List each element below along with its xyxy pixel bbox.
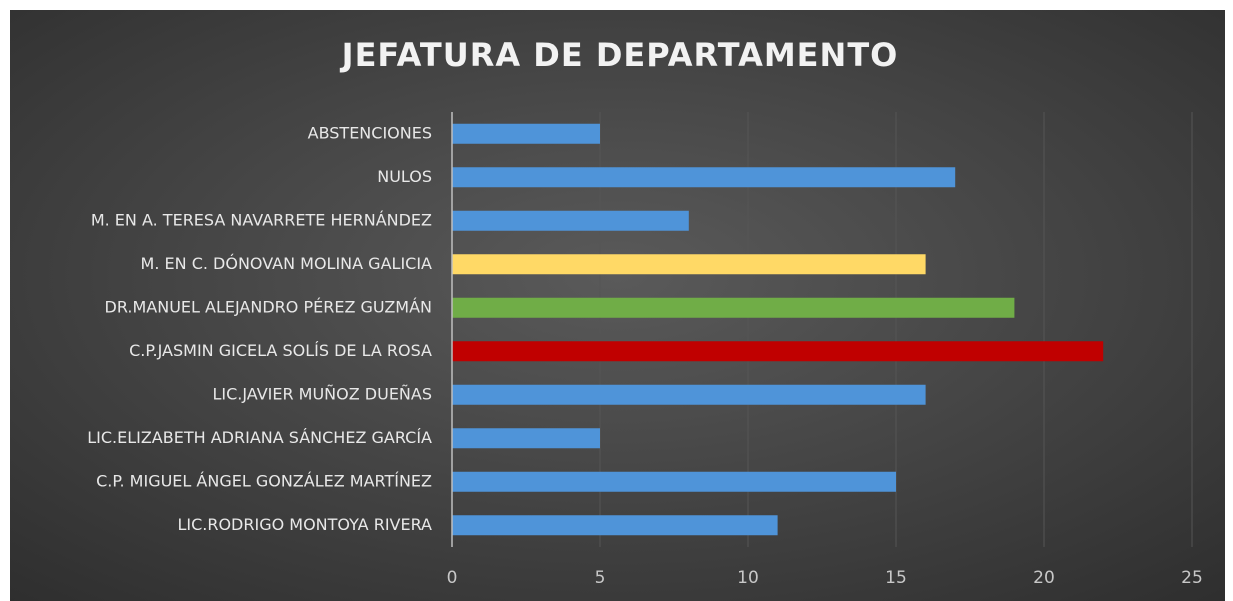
y-tick-label: C.P. MIGUEL ÁNGEL GONZÁLEZ MARTÍNEZ [96,471,432,490]
y-tick-label: LIC.ELIZABETH ADRIANA SÁNCHEZ GARCÍA [87,428,432,447]
bar [452,341,1104,362]
y-tick-label: M. EN A. TERESA NAVARRETE HERNÁNDEZ [91,210,432,229]
y-tick-label: M. EN C. DÓNOVAN MOLINA GALICIA [141,254,433,273]
bar [452,210,689,231]
bar [452,254,926,275]
bar [452,297,1015,318]
bar [452,515,778,536]
x-tick-label: 10 [737,568,759,588]
x-tick-label: 0 [447,568,458,588]
x-tick-label: 5 [595,568,606,588]
y-tick-label: NULOS [377,167,432,186]
x-tick-label: 15 [885,568,907,588]
y-tick-label: C.P.JASMIN GICELA SOLÍS DE LA ROSA [129,341,432,360]
bar [452,384,926,405]
y-tick-label: ABSTENCIONES [308,123,432,142]
bar [452,471,896,492]
y-tick-label: LIC.RODRIGO MONTOYA RIVERA [177,515,432,534]
bar [452,123,600,144]
y-tick-label: LIC.JAVIER MUÑOZ DUEÑAS [212,384,432,403]
y-tick-label: DR.MANUEL ALEJANDRO PÉREZ GUZMÁN [105,297,432,316]
x-tick-label: 25 [1181,568,1203,588]
chart-title: JEFATURA DE DEPARTAMENTO [340,36,899,74]
bar [452,428,600,449]
x-tick-label: 20 [1033,568,1055,588]
bar [452,167,956,188]
